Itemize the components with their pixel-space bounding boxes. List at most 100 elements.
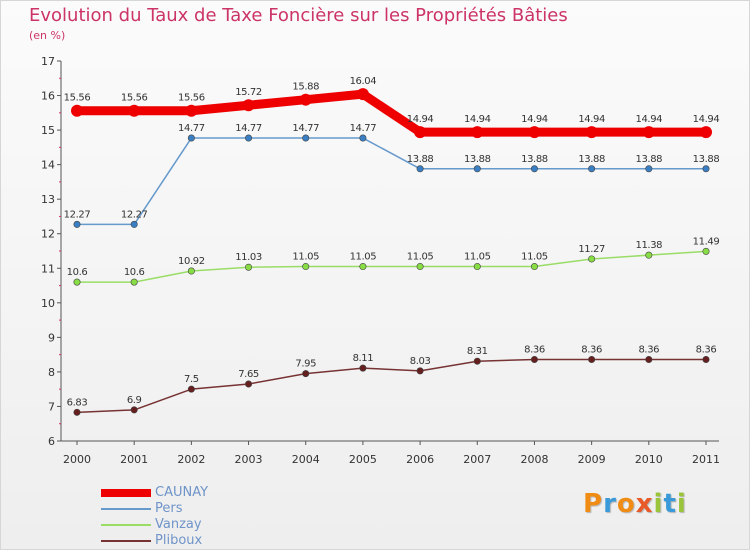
data-point [645,251,653,259]
data-point [73,408,81,416]
data-label: 11.05 [521,252,548,263]
y-tick-label: 12 [41,228,55,241]
x-tick-label: 2005 [349,453,377,466]
y-tick-label: 13 [41,193,55,206]
x-tick-label: 2009 [578,453,606,466]
legend-label: Pliboux [155,533,203,548]
data-point [71,104,83,117]
data-label: 14.94 [521,114,548,125]
chart-legend: CAUNAY Pers Vanzay Pliboux [101,485,261,549]
x-tick-label: 2006 [406,453,434,466]
data-label: 7.65 [238,369,259,380]
legend-item-pliboux: Pliboux [101,533,261,549]
data-point [359,364,367,372]
data-label: 12.27 [64,209,91,220]
logo-letter: x [635,489,654,519]
y-tick-label: 8 [48,366,55,379]
series-pliboux [73,355,710,416]
data-label: 7.95 [295,359,316,370]
data-label: 11.05 [350,252,377,263]
y-tick-label: 15 [41,124,55,137]
line-chart: 6 7 8 9 10 11 12 13 14 15 16 17 2000 2001 2002 2003 2004… [41,55,720,466]
x-tick-label: 2008 [520,453,548,466]
y-tick-label: 11 [41,262,55,275]
data-point [588,255,596,263]
legend-swatch [101,524,151,526]
data-point [130,278,138,286]
x-tick-label: 2004 [292,453,320,466]
data-point [130,220,138,228]
data-label: 13.88 [635,154,662,165]
data-label: 10.6 [124,267,145,278]
data-label: 12.27 [121,209,148,220]
data-label: 14.77 [292,123,319,134]
data-label: 8.36 [581,344,602,355]
data-point [416,165,424,173]
data-point [73,220,81,228]
y-tick-label: 14 [41,159,55,172]
y-tick-label: 6 [48,435,55,448]
data-label: 15.56 [64,93,91,104]
data-label: 10.92 [178,256,205,267]
data-label: 14.94 [635,114,662,125]
logo-letter: P [583,489,604,519]
labels-layer: 15.56 15.56 15.56 15.72 15.88 16.04 14.94 14.94… [64,76,720,408]
data-point [245,380,253,388]
data-label: 13.88 [521,154,548,165]
data-point [588,165,596,173]
data-label: 13.88 [464,154,491,165]
data-point [471,126,484,139]
x-tick-label: 2007 [463,453,491,466]
data-point [702,165,710,173]
data-label: 11.38 [635,240,662,251]
data-point [530,165,538,173]
data-point [187,134,195,142]
data-label: 6.9 [127,395,142,406]
data-label: 8.36 [638,344,659,355]
data-label: 13.88 [578,154,605,165]
x-tick-label: 2000 [63,453,91,466]
data-point [473,165,481,173]
data-point [588,355,596,363]
data-point [130,406,138,414]
data-point [642,126,655,139]
y-tick-label: 9 [48,331,55,344]
data-point [359,134,367,142]
data-label: 15.56 [178,93,205,104]
data-label: 14.94 [693,114,720,125]
series-line [76,250,707,283]
data-label: 14.94 [464,114,491,125]
data-label: 14.94 [407,114,434,125]
legend-swatch [101,540,151,542]
data-label: 8.36 [696,344,717,355]
data-point [585,126,598,139]
logo-letter: t [663,489,677,519]
legend-item-vanzay: Vanzay [101,517,261,533]
data-point [702,355,710,363]
data-label: 15.72 [235,87,262,98]
data-point [530,355,538,363]
data-point [359,263,367,271]
data-point [356,88,369,101]
data-point [302,370,310,378]
data-label: 7.5 [184,374,199,385]
series-line [72,89,711,137]
data-point [185,104,198,117]
logo-letter: i [653,489,664,519]
data-label: 16.04 [350,76,377,87]
series-layer [71,88,712,416]
data-point [473,357,481,365]
data-point [414,126,427,139]
data-label: 11.27 [578,244,605,255]
data-label: 13.88 [693,154,720,165]
data-label: 11.49 [693,236,720,247]
series-line [76,358,707,414]
data-point [702,247,710,255]
logo-letter: i [676,489,687,519]
data-point [187,267,195,275]
logo-letter: r [603,489,617,519]
data-point [645,165,653,173]
x-tick-label: 2001 [120,453,148,466]
data-label: 8.11 [353,353,374,364]
data-label: 14.77 [235,123,262,134]
